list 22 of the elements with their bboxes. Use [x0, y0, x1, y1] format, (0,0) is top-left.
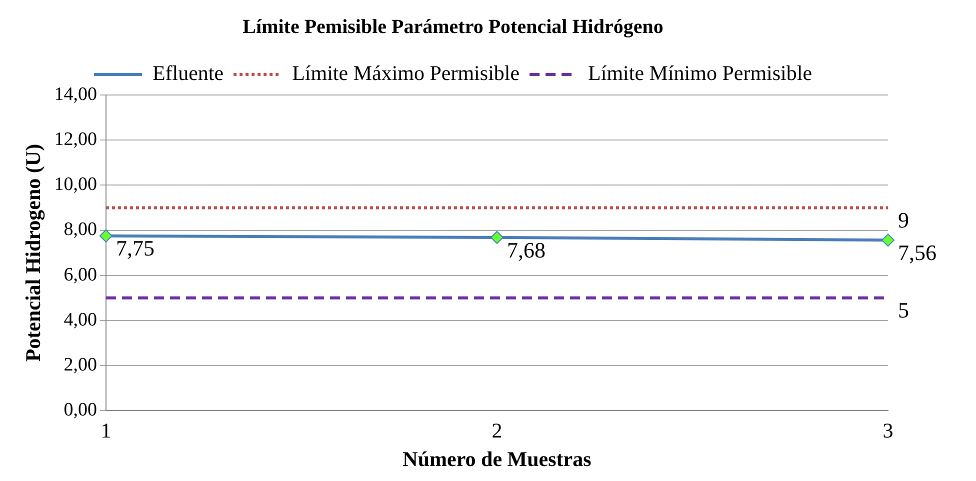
data-label: 5	[898, 298, 909, 323]
y-tick-label: 10,00	[54, 174, 97, 196]
y-axis-title: Potencial Hidrogeno (U)	[21, 144, 46, 362]
legend-label: Límite Mínimo Permisible	[588, 61, 812, 86]
data-label: 7,75	[116, 236, 154, 261]
y-tick-label: 12,00	[54, 129, 97, 150]
data-label: 9	[898, 207, 909, 232]
data-label: 7,56	[898, 240, 936, 265]
y-tick-label: 8,00	[64, 219, 97, 240]
x-tick-label: 2	[492, 418, 502, 443]
legend-label: Efluente	[152, 61, 224, 86]
y-tick-label: 2,00	[64, 354, 97, 376]
y-tick-label: 0,00	[64, 400, 97, 421]
x-tick-label: 3	[882, 418, 894, 443]
x-tick-label: 1	[100, 418, 112, 443]
x-axis-title: Número de Muestras	[402, 446, 592, 471]
legend-label: Límite Máximo Permisible	[292, 61, 520, 86]
y-tick-label: 6,00	[64, 264, 97, 286]
y-tick-label: 14,00	[54, 84, 97, 105]
chart-title: Límite Pemisible Parámetro Potencial Hidrógeno	[242, 16, 664, 38]
data-label: 7,68	[506, 237, 546, 262]
y-tick-label: 4,00	[64, 309, 97, 330]
